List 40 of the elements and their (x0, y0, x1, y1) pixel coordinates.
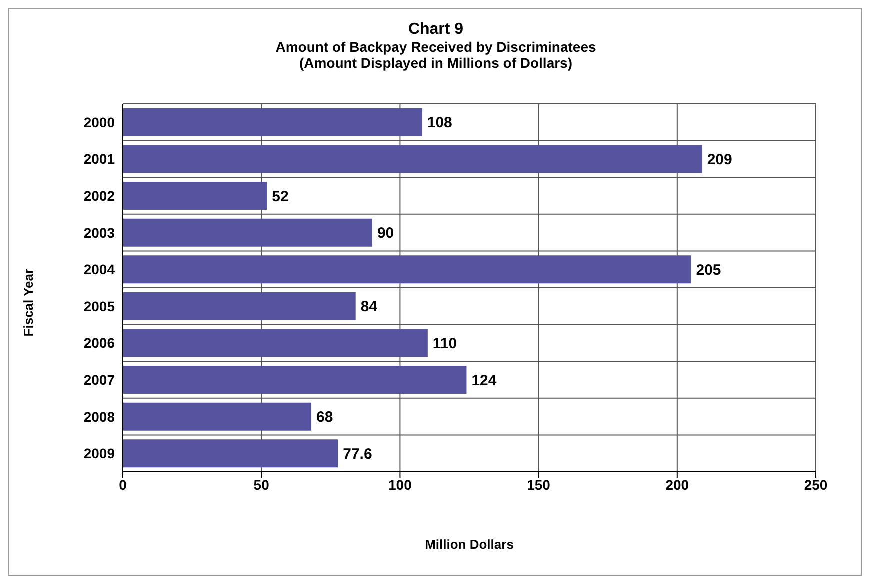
y-tick-label: 2005 (84, 298, 116, 314)
y-tick-label: 2008 (84, 408, 116, 425)
data-label: 108 (427, 114, 452, 132)
bar (123, 292, 356, 320)
x-tick-label: 50 (254, 476, 270, 493)
x-tick-label: 150 (527, 476, 551, 493)
bar (123, 366, 467, 394)
chart-title: Chart 9 (407, 21, 465, 39)
data-label: 205 (696, 262, 722, 279)
y-tick-label: 2009 (84, 446, 116, 462)
y-axis-title: Fiscal Year (21, 269, 36, 337)
data-label: 90 (377, 225, 394, 242)
bar (123, 440, 338, 468)
bar (123, 329, 428, 358)
data-label: 84 (360, 298, 378, 316)
bar (123, 182, 268, 210)
bar (123, 256, 692, 284)
bar (123, 108, 422, 136)
data-label: 77.6 (343, 446, 372, 463)
bar (123, 145, 702, 174)
y-tick-label: 2002 (84, 188, 116, 204)
y-tick-label: 2003 (84, 224, 116, 241)
y-tick-label: 2007 (84, 372, 116, 388)
y-tick-label: 2001 (84, 151, 116, 168)
y-tick-label: 2000 (84, 114, 116, 130)
data-label: 110 (432, 336, 458, 353)
data-label: 209 (707, 152, 732, 169)
x-tick-label: 0 (119, 476, 128, 493)
x-axis-title: Million Dollars (424, 537, 515, 552)
bar (123, 402, 312, 431)
y-tick-label: 2006 (84, 335, 116, 352)
data-label: 68 (316, 409, 334, 426)
x-tick-label: 100 (388, 476, 412, 493)
chart-subtitle: Amount of Backpay Received by Discriminatees (Amount Displayed in Millions of Dollars) (274, 39, 598, 71)
data-label: 52 (272, 188, 289, 206)
bar (123, 218, 372, 247)
x-tick-label: 200 (666, 476, 690, 493)
y-tick-label: 2004 (84, 262, 116, 278)
x-tick-label: 250 (804, 476, 828, 493)
data-label: 124 (472, 372, 498, 390)
